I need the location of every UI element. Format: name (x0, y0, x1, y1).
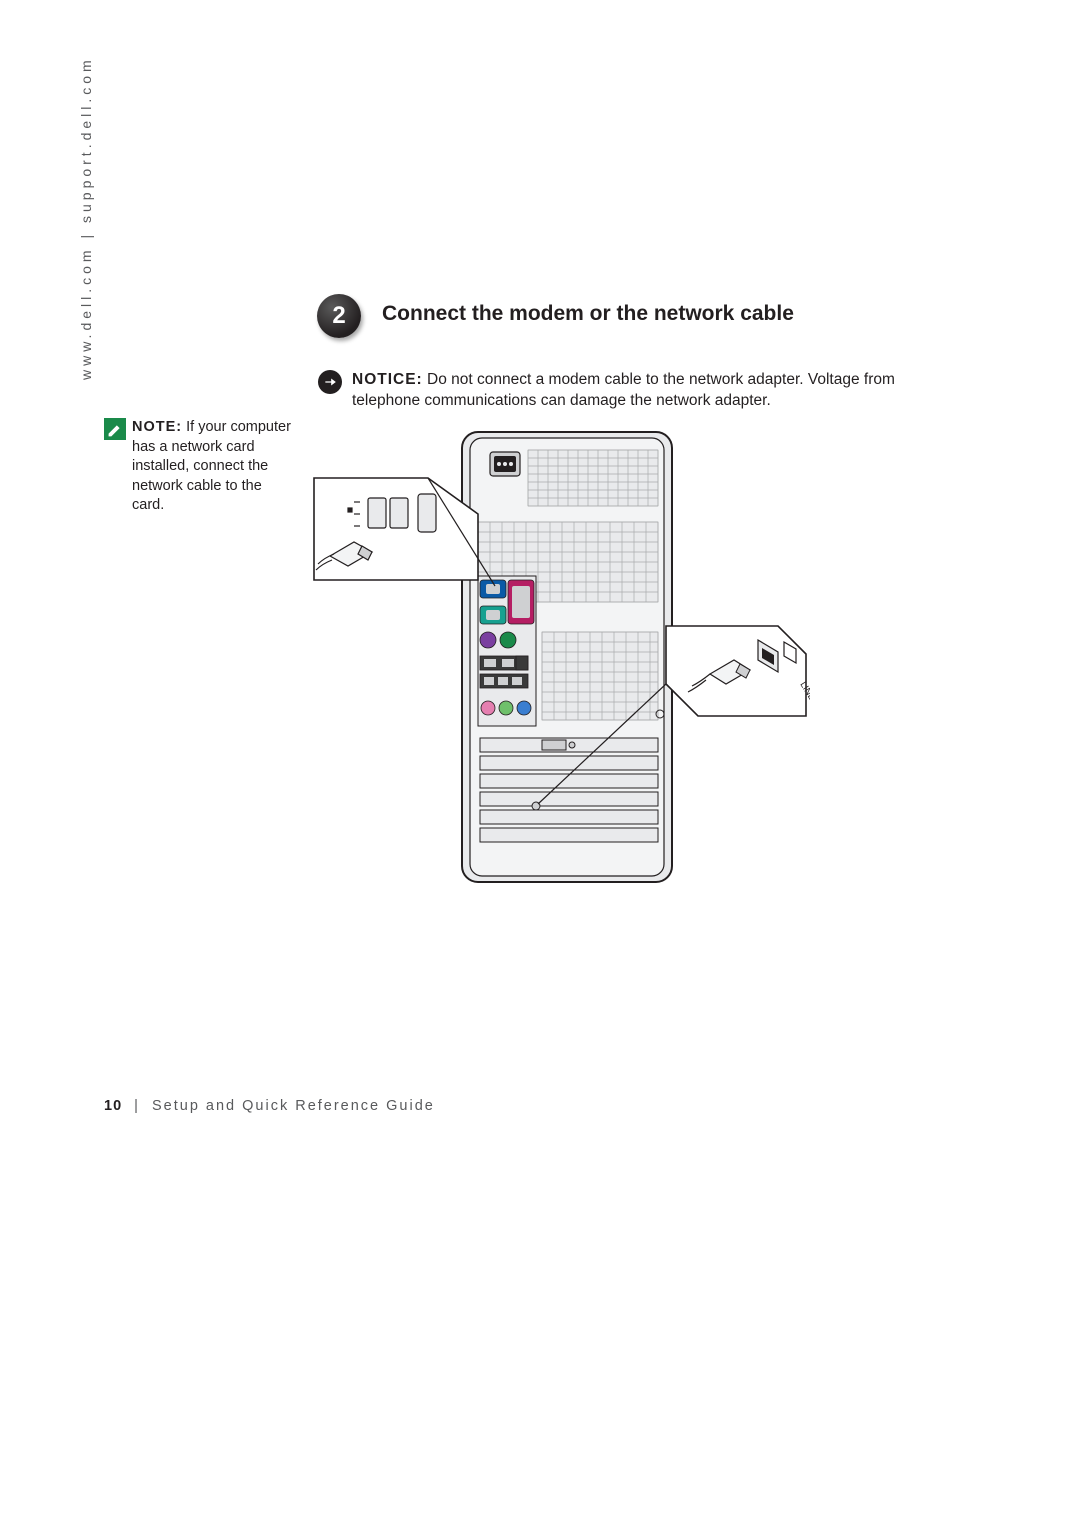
notice-arrow-icon (318, 370, 342, 394)
step-number: 2 (332, 302, 345, 330)
notice-text: NOTICE: Do not connect a modem cable to … (352, 370, 902, 412)
notice-label: NOTICE: (352, 371, 423, 388)
page-footer: 10 | Setup and Quick Reference Guide (104, 1098, 435, 1114)
step-number-badge: 2 (317, 294, 361, 338)
note-label: NOTE: (132, 419, 182, 435)
top-vent (528, 450, 658, 506)
notice-body: Do not connect a modem cable to the netw… (352, 371, 895, 409)
step-title: Connect the modem or the network cable (382, 302, 794, 326)
footer-title: Setup and Quick Reference Guide (152, 1098, 435, 1114)
footer-separator: | (134, 1098, 140, 1114)
computer-rear-diagram: LINE IN (310, 428, 810, 898)
document-page: www.dell.com | support.dell.com 2 Connec… (0, 0, 1080, 1528)
note-text: NOTE: If your computer has a network car… (132, 418, 292, 516)
side-vent (542, 632, 658, 720)
io-cluster (478, 576, 536, 726)
note-pencil-icon (104, 418, 126, 440)
page-number: 10 (104, 1098, 122, 1114)
tower-body (462, 432, 672, 882)
side-url-text: www.dell.com | support.dell.com (78, 56, 94, 380)
